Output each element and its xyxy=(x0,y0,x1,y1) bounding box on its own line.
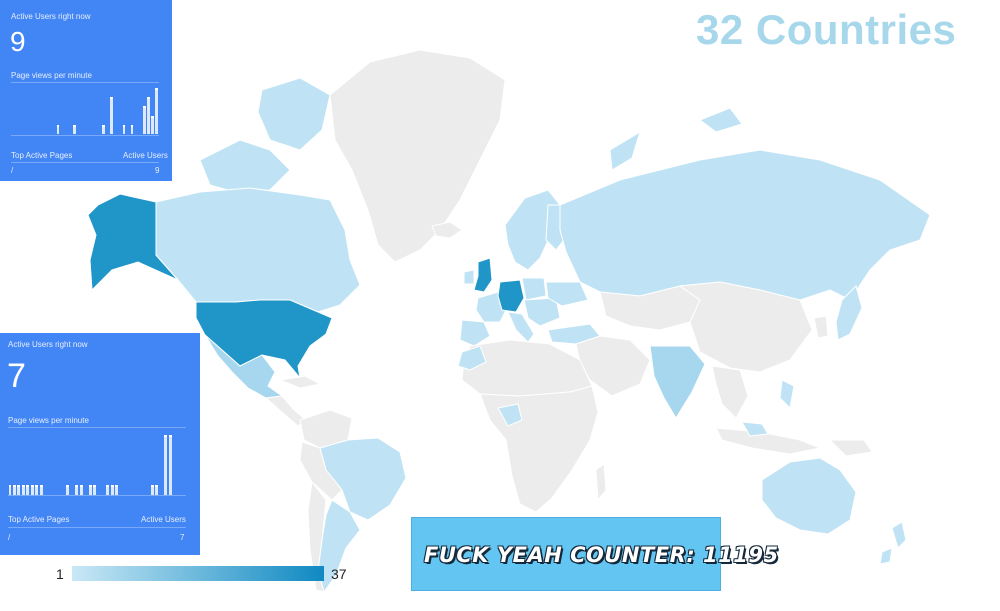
ukraine xyxy=(545,281,589,307)
pageviews-bar-chart xyxy=(11,86,159,134)
korea xyxy=(813,315,829,339)
spain xyxy=(459,319,491,347)
table-divider xyxy=(11,162,159,163)
iceland xyxy=(431,221,463,239)
japan xyxy=(835,285,863,341)
pageviews-bar xyxy=(17,485,21,495)
legend-gradient-bar xyxy=(72,566,324,581)
pageviews-bar xyxy=(130,124,134,134)
pageviews-divider xyxy=(11,82,159,83)
new-zealand-south xyxy=(879,547,893,565)
active-users-column-label: Active Users xyxy=(123,151,168,160)
arctic-islands xyxy=(609,130,641,171)
countries-title: 32 Countries xyxy=(696,6,957,53)
china xyxy=(678,281,813,373)
scandinavia xyxy=(504,189,561,271)
pageviews-bar xyxy=(75,485,79,495)
active-users-count: 7 xyxy=(7,357,26,395)
peru-bolivia xyxy=(299,441,343,501)
papua xyxy=(828,439,873,457)
pageviews-bar xyxy=(164,435,168,495)
uk xyxy=(473,257,493,293)
pageviews-bar xyxy=(79,485,83,495)
pageviews-baseline xyxy=(11,135,159,136)
pageviews-bar xyxy=(30,485,34,495)
pageviews-bar xyxy=(73,124,76,134)
africa-north xyxy=(461,339,593,397)
counter-text: FUCK YEAH COUNTER: 11195 xyxy=(424,543,779,567)
pageviews-bar xyxy=(56,124,60,134)
chile xyxy=(307,480,327,593)
pageviews-divider xyxy=(8,427,186,428)
active-users-label: Active Users right now xyxy=(11,12,91,21)
canada-islands xyxy=(257,77,331,151)
pageviews-bar xyxy=(93,485,96,495)
active-users-label: Active Users right now xyxy=(8,340,88,349)
pageviews-bar xyxy=(110,485,114,495)
pageviews-bar xyxy=(66,485,70,495)
philippines xyxy=(779,379,795,410)
pageviews-bar xyxy=(150,485,154,495)
se-asia xyxy=(711,365,749,419)
realtime-panel-bottom: Active Users right now 7 Page views per … xyxy=(0,333,200,555)
mexico xyxy=(204,334,284,399)
pageviews-bar xyxy=(88,485,92,495)
pageviews-baseline xyxy=(8,495,186,496)
pageviews-bar xyxy=(147,97,150,134)
africa-central xyxy=(479,385,599,513)
pageviews-bar xyxy=(110,97,113,134)
italy xyxy=(507,311,535,343)
pageviews-bar xyxy=(101,124,105,134)
pageviews-bar xyxy=(122,124,126,134)
madagascar xyxy=(595,463,607,502)
ireland xyxy=(463,269,475,285)
active-users-count: 9 xyxy=(10,26,26,57)
indonesia xyxy=(715,427,822,455)
pageviews-bar xyxy=(115,485,119,495)
pageviews-bar xyxy=(39,485,43,495)
pageviews-bar xyxy=(12,485,16,495)
legend-min-label: 1 xyxy=(56,566,64,582)
legend-max-label: 37 xyxy=(331,566,347,582)
caribbean xyxy=(278,375,322,389)
pageviews-bar xyxy=(143,106,146,134)
pageviews-bar xyxy=(155,88,158,134)
canada-islands-2 xyxy=(199,139,291,193)
pageviews-bar xyxy=(155,485,159,495)
pageviews-bar xyxy=(106,485,110,495)
canada xyxy=(155,187,361,313)
arctic-islands-2 xyxy=(698,107,743,133)
top-page-users: 9 xyxy=(155,166,160,175)
india xyxy=(649,345,706,419)
top-page-users: 7 xyxy=(180,533,185,542)
pageviews-bar xyxy=(8,485,12,495)
pageviews-label: Page views per minute xyxy=(8,416,89,425)
malaysia xyxy=(741,421,769,437)
pageviews-bar xyxy=(21,485,25,495)
counter-banner: FUCK YEAH COUNTER: 11195 xyxy=(411,517,778,591)
poland xyxy=(521,277,547,301)
active-users-column-label: Active Users xyxy=(141,515,186,524)
pageviews-label: Page views per minute xyxy=(11,71,92,80)
pageviews-bar xyxy=(35,485,39,495)
realtime-panel-top: Active Users right now 9 Page views per … xyxy=(0,0,172,181)
morocco xyxy=(457,345,487,371)
table-divider xyxy=(8,527,186,528)
top-pages-label: Top Active Pages xyxy=(8,515,70,524)
pageviews-bar xyxy=(26,485,30,495)
germany xyxy=(497,279,525,313)
pageviews-bar-chart xyxy=(8,433,186,495)
nigeria xyxy=(497,403,523,427)
australia xyxy=(761,457,857,535)
new-zealand xyxy=(891,521,907,549)
top-page-path[interactable]: / xyxy=(8,533,11,542)
pageviews-bar xyxy=(168,435,172,495)
top-page-path[interactable]: / xyxy=(11,166,14,175)
argentina xyxy=(317,499,361,594)
top-pages-label: Top Active Pages xyxy=(11,151,73,160)
greenland xyxy=(329,49,506,263)
russia xyxy=(559,149,931,301)
pageviews-bar xyxy=(151,115,154,134)
